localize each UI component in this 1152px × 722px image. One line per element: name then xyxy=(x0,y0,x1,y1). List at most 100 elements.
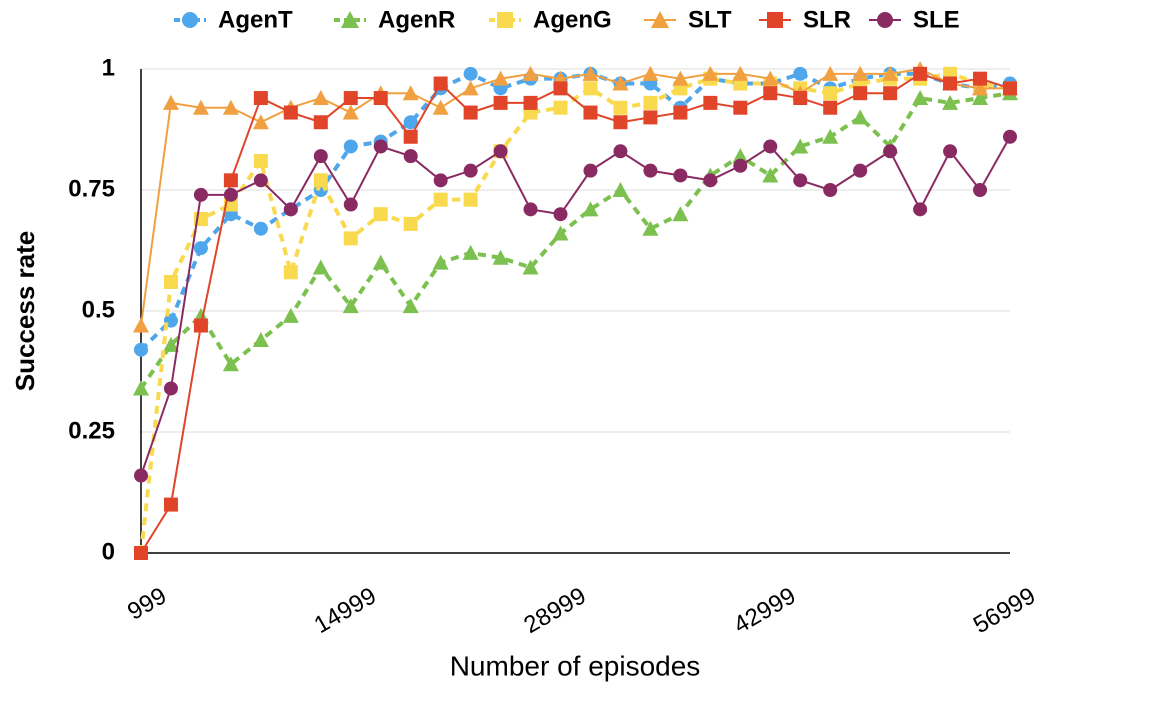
point xyxy=(882,65,899,81)
point xyxy=(403,115,418,130)
series xyxy=(134,66,1017,357)
point xyxy=(883,144,898,159)
point xyxy=(373,207,388,222)
point xyxy=(943,144,958,159)
legend-item: SLR xyxy=(759,6,851,33)
point xyxy=(612,182,629,197)
point xyxy=(253,153,268,168)
point xyxy=(972,80,989,96)
series-line xyxy=(139,71,1011,352)
point xyxy=(492,249,509,265)
point xyxy=(463,163,478,178)
point xyxy=(463,66,478,81)
legend-label: AgenR xyxy=(378,6,455,33)
point xyxy=(973,183,988,197)
point xyxy=(433,192,448,207)
point xyxy=(883,86,898,101)
point xyxy=(612,75,629,91)
point xyxy=(613,115,628,130)
y-tick-label: 0.25 xyxy=(68,417,115,444)
point xyxy=(793,91,808,106)
point xyxy=(193,241,208,256)
point xyxy=(553,81,568,96)
point xyxy=(673,105,688,120)
point xyxy=(222,99,239,115)
point xyxy=(853,86,868,101)
y-tick-label: 1 xyxy=(102,54,115,81)
point xyxy=(763,139,778,154)
point xyxy=(192,99,209,115)
y-tick-label: 0.75 xyxy=(68,175,115,202)
point xyxy=(643,110,658,125)
point xyxy=(762,167,779,183)
legend-item: AgenG xyxy=(489,6,612,33)
point xyxy=(852,109,869,125)
point xyxy=(433,173,448,188)
point xyxy=(793,66,808,81)
point xyxy=(432,254,449,270)
point xyxy=(223,173,238,188)
point xyxy=(433,76,448,91)
point xyxy=(343,197,358,212)
point xyxy=(497,12,513,28)
point xyxy=(1003,129,1017,144)
point xyxy=(823,86,838,101)
y-axis-label: Success rate xyxy=(10,231,40,391)
point xyxy=(763,86,778,101)
point xyxy=(253,221,268,236)
point xyxy=(703,95,718,110)
point xyxy=(312,259,329,275)
series-line xyxy=(140,136,1011,476)
series xyxy=(134,129,1017,483)
legend-label: AgenT xyxy=(218,6,293,33)
point xyxy=(313,115,328,130)
point xyxy=(282,307,299,323)
point xyxy=(673,168,688,183)
point xyxy=(341,11,359,28)
point xyxy=(493,144,508,159)
point xyxy=(732,148,749,164)
point xyxy=(163,381,178,396)
point xyxy=(762,70,779,86)
point xyxy=(343,139,358,154)
point xyxy=(582,65,599,81)
point xyxy=(462,80,479,96)
point xyxy=(552,225,569,241)
series-line xyxy=(140,72,1011,554)
x-tick-label: 56999 xyxy=(969,582,1040,639)
point xyxy=(643,163,658,178)
point xyxy=(912,90,929,106)
point xyxy=(182,12,198,28)
point xyxy=(613,144,628,159)
point xyxy=(672,70,689,86)
point xyxy=(852,65,869,81)
point xyxy=(582,201,599,217)
x-tick-label: 14999 xyxy=(310,582,381,639)
point xyxy=(342,104,359,120)
legend-label: SLR xyxy=(803,6,851,33)
point xyxy=(342,298,359,314)
point xyxy=(732,65,749,81)
point xyxy=(222,356,239,372)
point xyxy=(913,202,928,217)
x-tick-label: 999 xyxy=(123,582,171,625)
point xyxy=(223,187,238,202)
point xyxy=(373,91,388,106)
point xyxy=(403,129,418,144)
point xyxy=(432,99,449,115)
point xyxy=(133,380,149,396)
series xyxy=(134,66,1017,560)
y-tick-label: 0.5 xyxy=(82,296,115,323)
point xyxy=(553,100,568,115)
point xyxy=(163,274,178,289)
point xyxy=(373,139,388,154)
point xyxy=(672,206,689,222)
legend-label: SLE xyxy=(913,6,960,33)
point xyxy=(1003,81,1017,96)
x-tick-label: 42999 xyxy=(729,582,800,639)
point xyxy=(767,12,783,28)
point xyxy=(403,216,418,231)
point xyxy=(942,94,959,110)
point xyxy=(462,244,479,260)
